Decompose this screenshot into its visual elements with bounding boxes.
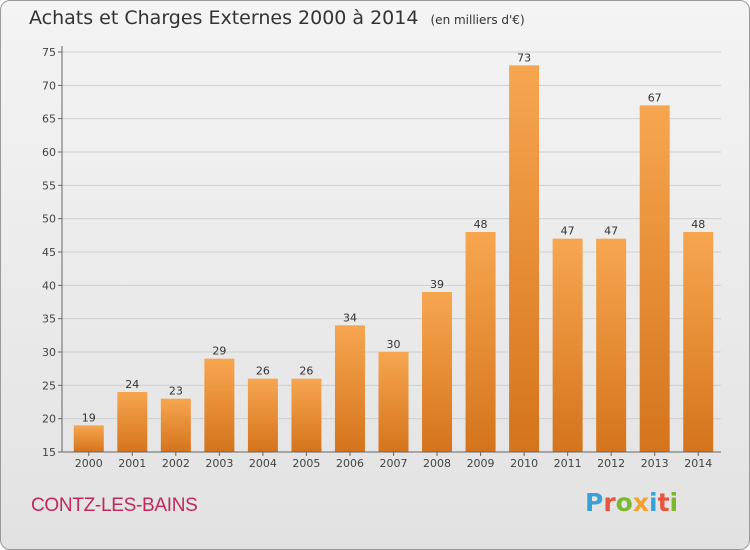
commune-name: CONTZ-LES-BAINS: [31, 495, 198, 516]
data-label-2005: 26: [299, 365, 313, 378]
y-tick-label: 20: [42, 413, 56, 426]
logo-letter: o: [615, 488, 633, 517]
proxiti-logo: Proxiti: [585, 488, 678, 517]
bar-2008: [422, 292, 453, 452]
data-label-2010: 73: [517, 51, 531, 64]
chart-title-text: Achats et Charges Externes 2000 à 2014: [29, 7, 419, 29]
bar-2012: [596, 238, 627, 452]
bar-2001: [117, 392, 148, 452]
x-tick-label-2008: 2008: [423, 457, 451, 470]
y-tick-label: 50: [42, 213, 56, 226]
y-tick-label: 30: [42, 346, 56, 359]
data-label-2002: 23: [169, 385, 183, 398]
bar-2010: [509, 65, 540, 452]
logo-letter: P: [585, 488, 604, 517]
logo-letter: r: [603, 488, 616, 517]
data-label-2007: 30: [387, 338, 401, 351]
bar-2004: [247, 378, 278, 452]
data-label-2003: 29: [212, 345, 226, 358]
bar-2006: [334, 325, 365, 452]
x-tick-label-2014: 2014: [684, 457, 712, 470]
y-tick-label: 25: [42, 379, 56, 392]
x-tick-label-2006: 2006: [336, 457, 364, 470]
data-label-2012: 47: [604, 225, 618, 238]
bar-2014: [683, 232, 714, 452]
data-label-2011: 47: [561, 225, 575, 238]
logo-letter: t: [657, 488, 670, 517]
logo-letter: x: [632, 488, 649, 517]
y-tick-label: 75: [42, 46, 56, 59]
x-tick-label-2011: 2011: [554, 457, 582, 470]
x-tick-label-2009: 2009: [467, 457, 495, 470]
bar-2000: [73, 425, 104, 452]
bar-2002: [160, 398, 191, 452]
data-label-2013: 67: [648, 91, 662, 104]
y-tick-label: 45: [42, 246, 56, 259]
logo-letter: i: [669, 488, 679, 517]
y-tick-label: 65: [42, 113, 56, 126]
chart-subtitle: (en milliers d'€): [430, 13, 525, 27]
data-label-2000: 19: [82, 411, 96, 424]
chart-title: Achats et Charges Externes 2000 à 2014 (…: [29, 7, 525, 29]
x-tick-label-2012: 2012: [597, 457, 625, 470]
data-label-2001: 24: [125, 378, 139, 391]
y-tick-label: 35: [42, 313, 56, 326]
x-tick-label-2000: 2000: [75, 457, 103, 470]
bar-2009: [465, 232, 496, 452]
logo-letter: i: [649, 488, 658, 517]
x-tick-label-2005: 2005: [292, 457, 320, 470]
data-label-2009: 48: [474, 218, 488, 231]
y-tick-label: 55: [42, 179, 56, 192]
x-tick-label-2001: 2001: [118, 457, 146, 470]
bar-2007: [378, 352, 409, 452]
y-tick-label: 15: [42, 446, 56, 459]
bar-2005: [291, 378, 322, 452]
data-label-2014: 48: [691, 218, 705, 231]
y-tick-label: 60: [42, 146, 56, 159]
bar-2003: [204, 358, 235, 452]
data-label-2004: 26: [256, 365, 270, 378]
x-tick-label-2004: 2004: [249, 457, 277, 470]
x-tick-label-2010: 2010: [510, 457, 538, 470]
data-label-2006: 34: [343, 311, 357, 324]
y-tick-label: 40: [42, 279, 56, 292]
bar-2011: [552, 238, 583, 452]
y-tick-label: 70: [42, 79, 56, 92]
x-tick-label-2002: 2002: [162, 457, 190, 470]
data-label-2008: 39: [430, 278, 444, 291]
x-tick-label-2007: 2007: [380, 457, 408, 470]
bar-2013: [639, 105, 670, 452]
x-tick-label-2013: 2013: [641, 457, 669, 470]
x-tick-label-2003: 2003: [205, 457, 233, 470]
